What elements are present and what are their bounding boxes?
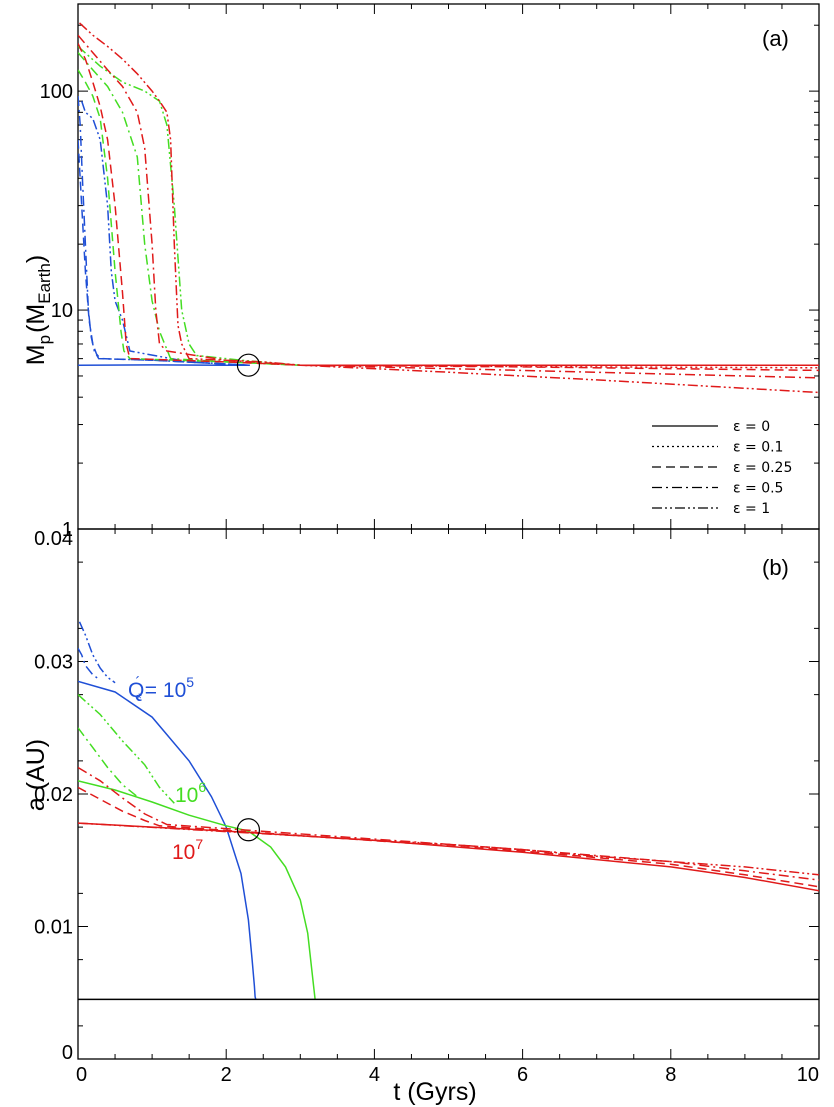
label-q-1e6: 106 bbox=[175, 779, 206, 807]
panel-b-series bbox=[78, 621, 819, 1001]
xtick-label: 0 bbox=[76, 1064, 87, 1086]
legend-label-3: ε = 0.5 bbox=[733, 481, 783, 497]
panel-a-series-9 bbox=[78, 43, 819, 372]
xtick-label: 4 bbox=[369, 1064, 380, 1086]
legend-label-4: ε = 1 bbox=[733, 501, 770, 517]
panel-b-series-2 bbox=[78, 621, 116, 684]
panel-a-series bbox=[78, 22, 819, 394]
panel-b-label: (b) bbox=[762, 555, 789, 580]
panel-a-ylabel: Mp(MEarth) bbox=[22, 255, 54, 365]
crossing-circle-a bbox=[236, 353, 261, 377]
panel-a-series-4 bbox=[78, 69, 301, 366]
annotations bbox=[236, 353, 261, 842]
panel-a-series-11 bbox=[78, 22, 819, 394]
legend-label-1: ε = 0.1 bbox=[733, 440, 783, 456]
label-q-1e7: 107 bbox=[172, 836, 203, 864]
xtick-label: 2 bbox=[221, 1064, 232, 1086]
ytick-label-b: 0.04 bbox=[34, 528, 73, 550]
panel-a-series-6 bbox=[78, 45, 301, 366]
panel-a-series-5 bbox=[78, 52, 301, 366]
panel-a-series-10 bbox=[78, 34, 819, 379]
legend: ε = 0 ε = 0.1 ε = 0.25 ε = 0.5 ε = 1 bbox=[652, 419, 792, 517]
panel-b-series-1 bbox=[78, 647, 101, 681]
legend-label-2: ε = 0.25 bbox=[733, 460, 792, 476]
panel-b-ylabel: a (AU) bbox=[22, 739, 50, 811]
panel-b-series-4 bbox=[78, 727, 138, 798]
panel-b-series-5 bbox=[78, 694, 175, 804]
panel-a-label: (a) bbox=[762, 26, 789, 51]
ytick-label-a: 10 bbox=[51, 300, 73, 322]
xtick-label: 6 bbox=[517, 1064, 528, 1086]
panel-a-series-2 bbox=[78, 95, 249, 366]
legend-label-0: ε = 0 bbox=[733, 419, 770, 435]
panel-b-series-7 bbox=[78, 786, 819, 888]
ytick-label-b: 0.03 bbox=[34, 652, 73, 674]
ytick-label-a: 1 bbox=[62, 519, 73, 541]
ytick-label-b: 0.01 bbox=[34, 917, 73, 939]
panel-b-series-8 bbox=[78, 766, 819, 881]
panel-a-ticks: 1 10 100 bbox=[40, 4, 820, 541]
xtick-label: 10 bbox=[797, 1064, 819, 1086]
ytick-label-b: 0.02 bbox=[34, 784, 73, 806]
label-q-1e5: Q´ * = 105 bbox=[128, 674, 194, 706]
panel-a-series-3 bbox=[80, 100, 249, 366]
panel-b-series-9 bbox=[78, 822, 819, 876]
crossing-circle-b bbox=[236, 818, 261, 842]
panel-b-series-0 bbox=[78, 680, 257, 1000]
panel-b-ticks: 0 0.01 0.02 0.03 0.04 0 2 4 6 8 10 bbox=[34, 528, 820, 1086]
xtick-label: 8 bbox=[665, 1064, 676, 1086]
panel-a-frame bbox=[77, 3, 820, 530]
ytick-label-b: 0 bbox=[62, 1042, 73, 1064]
x-axis-label: t (Gyrs) bbox=[393, 1078, 476, 1106]
ytick-label-a: 100 bbox=[40, 81, 73, 103]
panel-b-series-3 bbox=[78, 780, 316, 1000]
